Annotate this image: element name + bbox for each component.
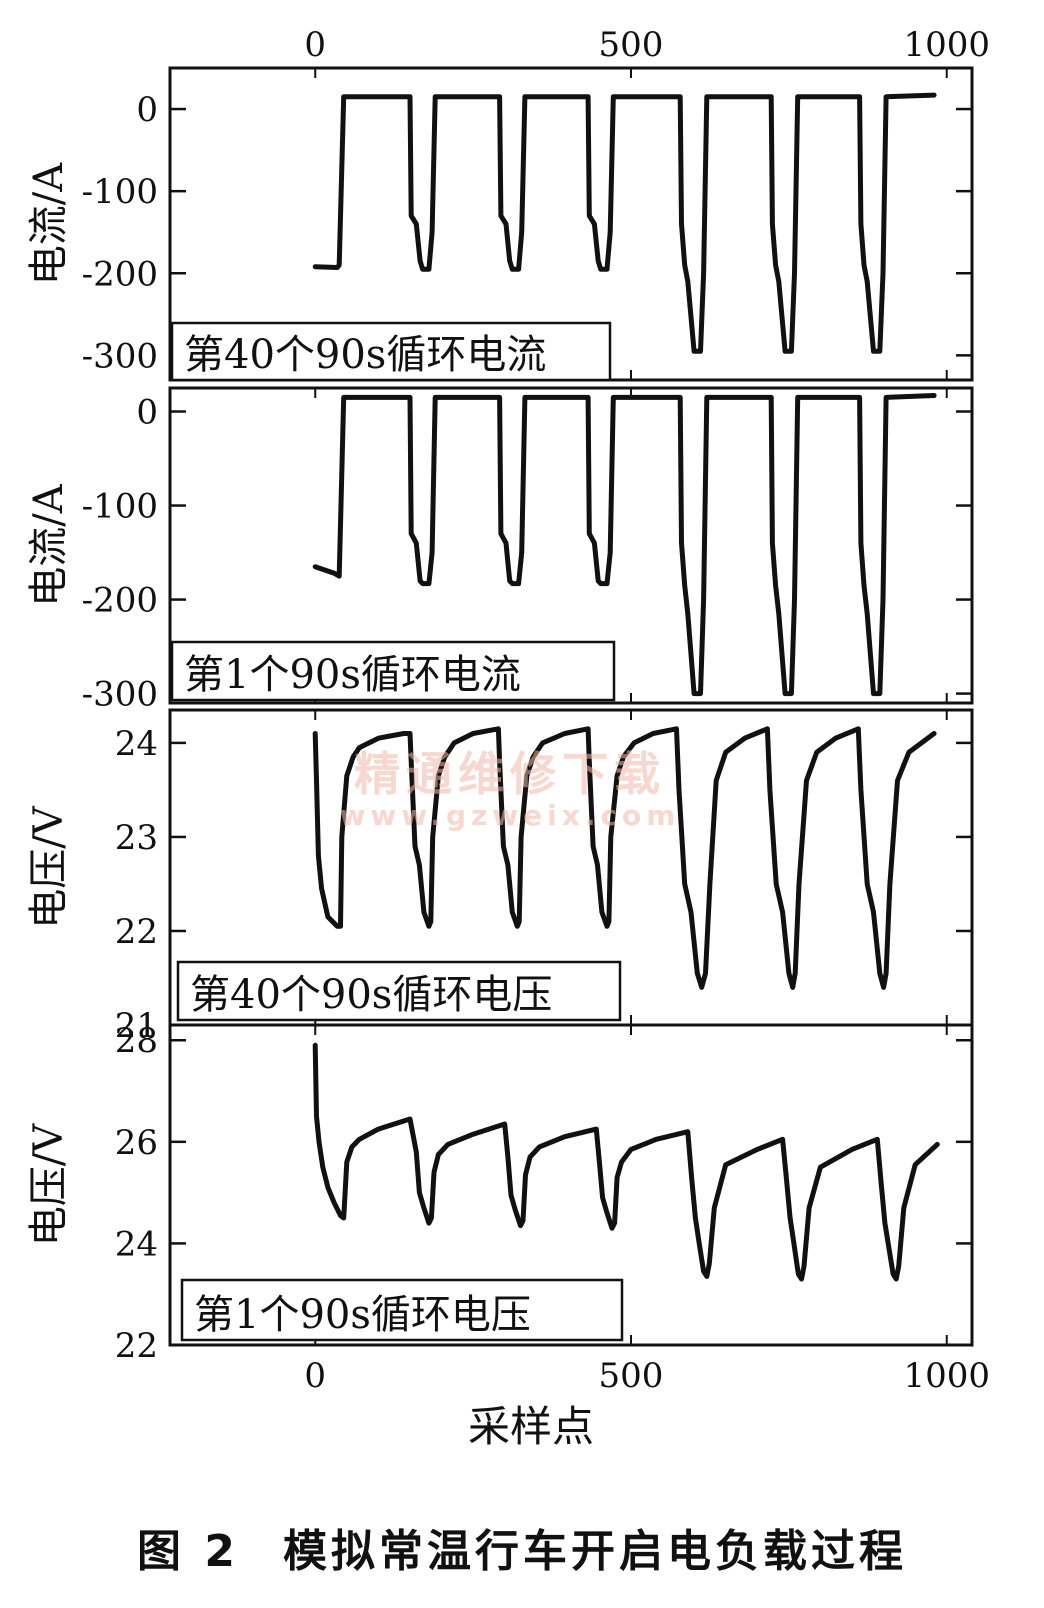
y-tick-label: 0 [136, 393, 158, 433]
panel-label-box [180, 1278, 624, 1342]
panel-label-box [170, 640, 616, 702]
y-tick-label: -300 [82, 336, 158, 376]
y-tick-label: 28 [115, 1021, 158, 1061]
top-x-tick-label: 500 [599, 25, 664, 65]
y-tick-label: -100 [82, 172, 158, 212]
y-tick-label: 26 [115, 1123, 158, 1163]
panel-label: 第40个90s循环电流 [184, 332, 546, 378]
panels-group: 0 -100 -200 -300 电流/A 0 500 1000 第40个90s循环电流 0 -10… [26, 25, 990, 1451]
top-x-tick-label: 0 [304, 25, 326, 65]
y-axis-label: 电压/V [26, 1123, 72, 1246]
watermark-text: 精通维修下载 [354, 747, 666, 801]
caption-text: 模拟常温行车开启电负载过程 [282, 1526, 907, 1577]
y-tick-label: -200 [82, 581, 158, 621]
series-line [312, 92, 937, 354]
panel-label: 第1个90s循环电流 [184, 652, 521, 698]
panel-2: 0 -100 -200 -300 电流/A 第1个90s循环电流 [26, 386, 974, 715]
figure-caption: 图 2 模拟常温行车开启电负载过程 [0, 1515, 1044, 1579]
y-axis-label: 电压/V [26, 805, 72, 928]
panel-1: 0 -100 -200 -300 电流/A 0 500 1000 第40个90s循环电流 [26, 25, 990, 382]
y-tick-label: 21 [115, 1006, 158, 1046]
panel-label-box [170, 321, 612, 382]
panel-label: 第40个90s循环电压 [190, 972, 552, 1018]
panel-label-box [176, 960, 622, 1022]
panel-4: 28 26 24 22 电压/V 0 500 1000 采样点 第1个90s循环电压 [26, 1021, 990, 1451]
watermark: 精通维修下载 www.gzweix.com [340, 747, 681, 832]
caption-number: 图 2 [137, 1526, 239, 1577]
y-tick-label: -200 [82, 254, 158, 294]
panel-label: 第1个90s循环电压 [194, 1292, 531, 1338]
y-tick-label: 23 [115, 818, 158, 858]
y-tick-label: 24 [115, 1224, 158, 1264]
x-axis-label: 采样点 [468, 1402, 594, 1451]
y-axis-label: 电流/A [26, 162, 72, 285]
y-tick-label: -100 [82, 487, 158, 527]
watermark-url: www.gzweix.com [340, 799, 681, 832]
x-tick-label: 1000 [903, 1356, 990, 1396]
plot-frame [168, 1023, 974, 1347]
y-tick-label: 24 [115, 724, 158, 764]
y-tick-label: -300 [82, 675, 158, 715]
panel-3: 24 23 22 21 电压/V 第40个90s循环电压 [26, 708, 974, 1046]
y-axis-label: 电流/A [26, 483, 72, 606]
top-x-tick-label: 1000 [903, 25, 990, 65]
x-tick-label: 0 [304, 1356, 326, 1396]
x-tick-label: 500 [599, 1356, 664, 1396]
y-tick-label: 0 [136, 90, 158, 130]
y-tick-label: 22 [115, 1326, 158, 1366]
series-line [312, 393, 937, 697]
plot-frame [168, 386, 974, 705]
series-line [312, 1042, 940, 1282]
series-line [312, 726, 937, 990]
y-tick-label: 22 [115, 912, 158, 952]
